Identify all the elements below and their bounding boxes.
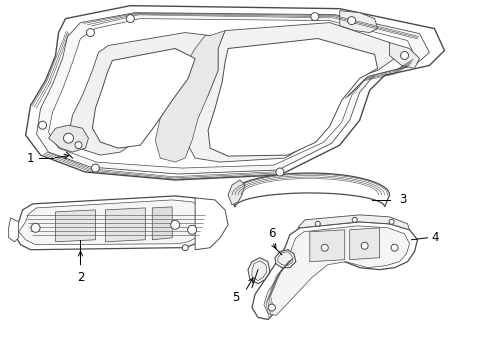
Circle shape — [126, 15, 134, 23]
Polygon shape — [275, 250, 296, 268]
Circle shape — [171, 220, 180, 229]
Circle shape — [276, 168, 284, 176]
Text: 5: 5 — [232, 291, 240, 304]
Circle shape — [39, 121, 47, 129]
Polygon shape — [195, 198, 228, 250]
Polygon shape — [350, 228, 380, 260]
Polygon shape — [340, 11, 378, 32]
Circle shape — [86, 28, 95, 37]
Polygon shape — [310, 230, 345, 262]
Circle shape — [391, 244, 398, 251]
Text: 1: 1 — [27, 152, 34, 165]
Polygon shape — [49, 125, 89, 152]
Circle shape — [400, 51, 409, 59]
Polygon shape — [248, 258, 270, 284]
Polygon shape — [152, 207, 172, 240]
Polygon shape — [230, 173, 390, 207]
Circle shape — [311, 13, 319, 21]
Circle shape — [31, 223, 40, 232]
Text: 3: 3 — [399, 193, 407, 206]
Circle shape — [348, 17, 356, 24]
Circle shape — [352, 217, 357, 222]
Polygon shape — [298, 215, 410, 230]
Circle shape — [269, 304, 275, 311]
Text: 6: 6 — [268, 227, 276, 240]
Polygon shape — [155, 31, 225, 162]
Polygon shape — [105, 208, 145, 242]
Circle shape — [389, 219, 394, 224]
Polygon shape — [264, 226, 410, 315]
Circle shape — [188, 225, 196, 234]
Polygon shape — [390, 42, 419, 68]
Circle shape — [64, 133, 74, 143]
Polygon shape — [93, 49, 195, 148]
Polygon shape — [278, 252, 293, 266]
Polygon shape — [49, 19, 416, 168]
Polygon shape — [69, 32, 210, 155]
Polygon shape — [208, 39, 378, 156]
Circle shape — [361, 242, 368, 249]
Text: 2: 2 — [77, 271, 84, 284]
Polygon shape — [252, 261, 267, 280]
Polygon shape — [25, 6, 444, 180]
Polygon shape — [252, 222, 417, 319]
Text: 4: 4 — [432, 231, 439, 244]
Circle shape — [315, 221, 320, 226]
Polygon shape — [228, 180, 245, 205]
Circle shape — [92, 164, 99, 172]
Polygon shape — [19, 200, 208, 245]
Polygon shape — [15, 196, 215, 250]
Polygon shape — [55, 210, 96, 242]
Circle shape — [321, 244, 328, 251]
Circle shape — [182, 245, 188, 251]
Polygon shape — [185, 23, 394, 162]
Circle shape — [75, 141, 82, 149]
Polygon shape — [9, 218, 19, 242]
Polygon shape — [37, 13, 429, 174]
